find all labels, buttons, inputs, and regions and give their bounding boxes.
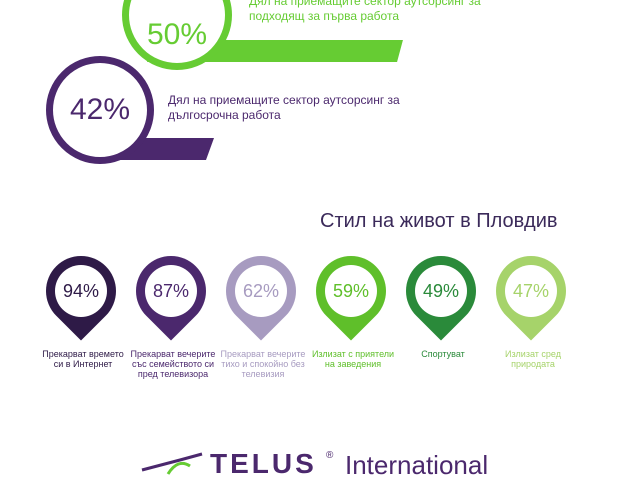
stat-42-line2: дългосрочна работа: [168, 108, 281, 122]
logo-sub: International: [345, 450, 489, 480]
pin-label: Прекарват вечерите тихо и спокойно без т…: [220, 349, 306, 379]
logo-name: TELUS: [210, 448, 317, 479]
pin-value: 87%: [145, 265, 197, 317]
lifestyle-title: Стил на живот в Пловдив: [320, 210, 558, 232]
pin-marker-icon: 94%: [31, 241, 131, 341]
pin-value: 62%: [235, 265, 287, 317]
stat-42-ring: 42%: [46, 56, 154, 164]
pin-label: Прекарват вечерите със семейството си пр…: [130, 349, 216, 379]
pin-marker-icon: 47%: [481, 241, 581, 341]
stat-42-value: 42%: [69, 93, 131, 126]
stat-42-text: Дял на приемащите сектор аутсорсинг за д…: [168, 93, 400, 123]
pin-marker-icon: 62%: [211, 241, 311, 341]
pin-label: Излизат с приятели на заведения: [311, 349, 395, 369]
stat-50-value: 50%: [146, 18, 208, 51]
stat-50-line2: подходящ за първа работа: [249, 9, 399, 23]
pin-marker-icon: 49%: [391, 241, 491, 341]
stat-42-line1: Дял на приемащите сектор аутсорсинг за: [168, 93, 400, 107]
pin-label: Излизат сред природата: [505, 349, 561, 369]
pin-value: 94%: [55, 265, 107, 317]
stat-50-text: Дял на приемащите сектор аутсорсинг за п…: [249, 0, 481, 24]
logo-reg: ®: [326, 450, 334, 461]
pin-value: 47%: [505, 265, 557, 317]
stat-50-line1: Дял на приемащите сектор аутсорсинг за: [249, 0, 481, 8]
pin-marker-icon: 59%: [301, 241, 401, 341]
pin-value: 49%: [415, 265, 467, 317]
pin-label: Прекарват времето си в Интернет: [42, 349, 124, 369]
telus-leaf-mark-icon: [141, 452, 203, 475]
pin-marker-icon: 87%: [121, 241, 221, 341]
telus-logo: TELUS ® International: [140, 448, 500, 480]
pin-label: Спортуват: [421, 349, 465, 359]
pin-value: 59%: [325, 265, 377, 317]
